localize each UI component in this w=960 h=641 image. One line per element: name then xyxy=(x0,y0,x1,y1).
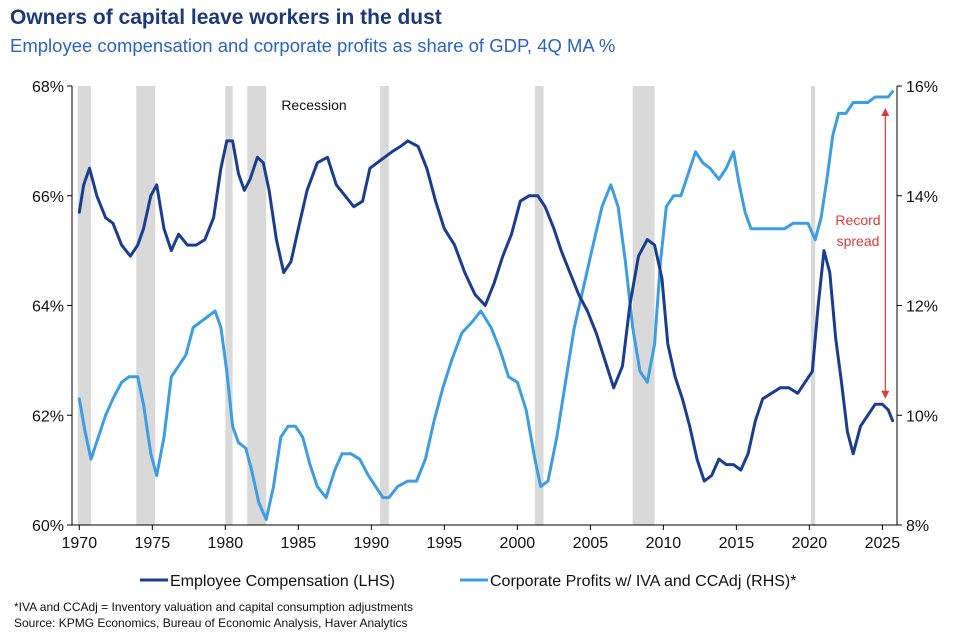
y-left-tick-label-4: 68% xyxy=(32,79,64,96)
recession-band-6 xyxy=(632,86,655,525)
recession-band-3 xyxy=(247,86,267,525)
record-spread-annotation: Record spread xyxy=(835,107,890,399)
annotation-arrow-head-top xyxy=(881,107,890,116)
x-tick-label-5: 1995 xyxy=(427,535,463,552)
annotation-label-line1: Record xyxy=(835,212,880,228)
recession-bands xyxy=(77,86,816,525)
legend: Employee Compensation (LHS) Corporate Pr… xyxy=(140,573,796,590)
recession-band-2 xyxy=(225,86,233,525)
x-tick-label-4: 1990 xyxy=(354,535,390,552)
x-tick-label-1: 1975 xyxy=(135,535,171,552)
annotation-label-line2: spread xyxy=(837,233,880,249)
chart-title: Owners of capital leave workers in the d… xyxy=(10,6,442,29)
x-tick-label-3: 1985 xyxy=(281,535,317,552)
y-right-tick-label-0: 8% xyxy=(906,518,929,535)
legend-label-profits: Corporate Profits w/ IVA and CCAdj (RHS)… xyxy=(490,573,796,590)
recession-band-7 xyxy=(810,86,816,525)
y-right-tick-label-1: 10% xyxy=(906,408,938,425)
x-tick-label-10: 2020 xyxy=(792,535,828,552)
legend-label-employee: Employee Compensation (LHS) xyxy=(170,573,395,590)
tick-labels: 1970 1975 1980 1985 1990 1995 2000 2005 2010 2015… xyxy=(32,79,938,552)
y-right-tick-label-3: 14% xyxy=(906,189,938,206)
chart-canvas: Recession 1970 1975 1980 1985 1990 1995 2000 20… xyxy=(32,79,938,590)
recession-label: Recession xyxy=(281,97,346,113)
x-tick-label-11: 2025 xyxy=(865,535,901,552)
series-line-corporate-profits xyxy=(77,90,895,521)
annotation-arrow-head-bottom xyxy=(881,390,890,399)
y-left-tick-label-0: 60% xyxy=(32,518,64,535)
x-tick-label-2: 1980 xyxy=(208,535,244,552)
series-line-employee-compensation xyxy=(77,139,895,483)
y-right-tick-label-2: 12% xyxy=(906,299,938,316)
x-tick-label-6: 2000 xyxy=(500,535,536,552)
x-tick-label-9: 2015 xyxy=(719,535,755,552)
recession-band-4 xyxy=(380,86,389,525)
x-tick-label-0: 1970 xyxy=(62,535,98,552)
recession-band-0 xyxy=(77,86,91,525)
x-tick-label-8: 2010 xyxy=(646,535,682,552)
source-note: Source: KPMG Economics, Bureau of Econom… xyxy=(14,616,408,630)
series-lines xyxy=(77,90,895,521)
y-left-tick-label-1: 62% xyxy=(32,408,64,425)
axes xyxy=(67,85,902,530)
x-tick-label-7: 2005 xyxy=(573,535,609,552)
footnote: *IVA and CCAdj = Inventory valuation and… xyxy=(14,600,414,614)
y-right-tick-label-4: 16% xyxy=(906,79,938,96)
recession-band-5 xyxy=(534,86,544,525)
y-left-tick-label-3: 66% xyxy=(32,189,64,206)
chart-subtitle: Employee compensation and corporate prof… xyxy=(10,35,616,56)
y-left-tick-label-2: 64% xyxy=(32,299,64,316)
